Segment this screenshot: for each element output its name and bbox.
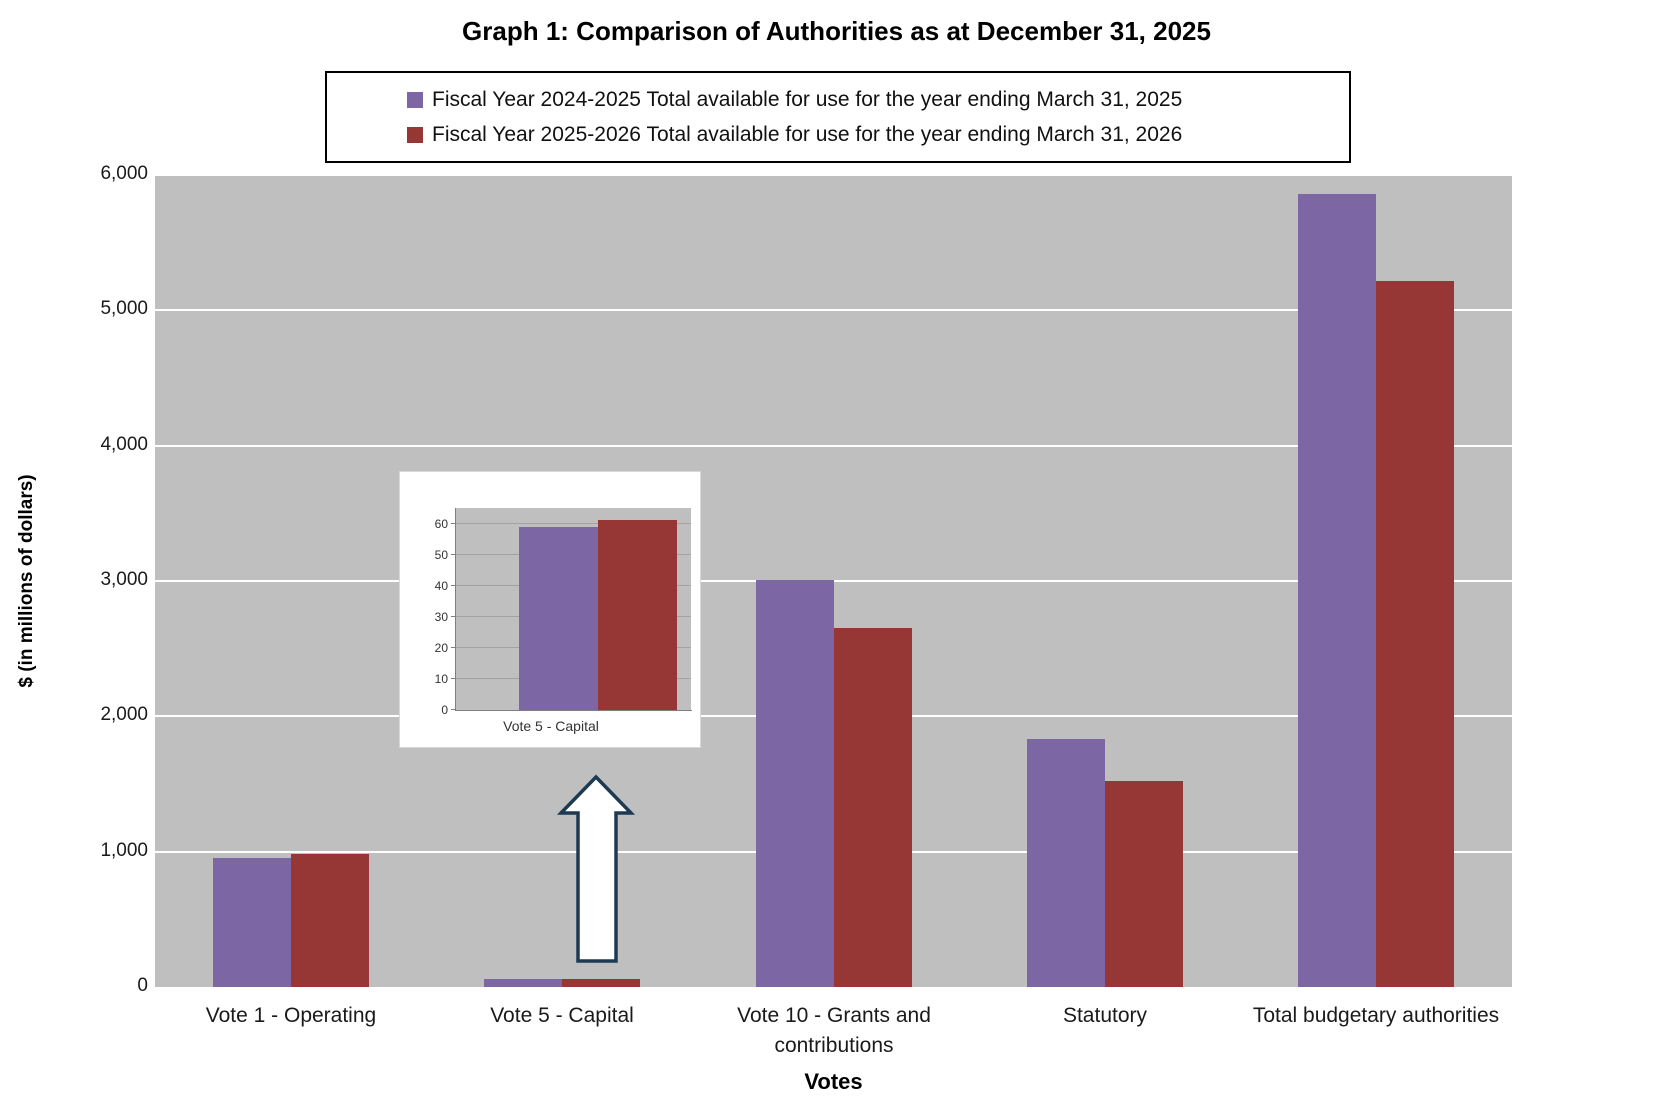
inset-bar-series-1 <box>519 527 598 710</box>
x-tick-label-statutory: Statutory <box>1062 1004 1148 1027</box>
inset-y-tick-label-20: 20 <box>434 640 448 655</box>
inset-y-axis-line <box>455 508 456 710</box>
chart-title: Graph 1: Comparison of Authorities as at… <box>462 16 1211 46</box>
legend-item-fy2025-2026: Fiscal Year 2025-2026 Total available fo… <box>407 123 1349 147</box>
x-tick-label-total-budgetary-authorities: Total budgetary authorities <box>1252 1004 1500 1027</box>
legend-label: Fiscal Year 2024-2025 Total available fo… <box>432 87 1183 111</box>
bar-total-budgetary-authorities-series-1 <box>1298 194 1376 987</box>
plot-area <box>155 174 1512 987</box>
inset-tick-mark-0 <box>451 709 455 710</box>
y-tick-label-2000: 2,000 <box>100 704 148 726</box>
inset-y-tick-label-40: 40 <box>434 578 448 593</box>
purple-legend-swatch-icon <box>407 91 423 108</box>
inset-y-tick-label-60: 60 <box>434 516 448 531</box>
bar-statutory-series-2 <box>1105 781 1183 987</box>
inset-gridline-60 <box>456 522 691 524</box>
x-tick-label-vote-10-grants-and-contributions: Vote 10 - Grants and contributions <box>737 1004 931 1058</box>
legend-label: Fiscal Year 2025-2026 Total available fo… <box>432 122 1183 146</box>
y-tick-label-4000: 4,000 <box>100 433 148 455</box>
gridline-4000 <box>155 444 1512 447</box>
inset-category-label: Vote 5 - Capital <box>503 718 599 734</box>
y-tick-label-3000: 3,000 <box>100 569 148 590</box>
inset-tick-mark-20 <box>451 646 455 648</box>
x-axis-title: Votes <box>804 1069 863 1094</box>
red-legend-swatch-icon <box>407 126 423 143</box>
inset-y-tick-label-30: 30 <box>434 609 448 624</box>
bar-statutory-series-1 <box>1027 739 1105 987</box>
inset-tick-mark-50 <box>451 553 455 555</box>
y-tick-label-1000: 1,000 <box>100 839 148 861</box>
x-tick-label-vote-1-operating: Vote 1 - Operating <box>205 1004 377 1027</box>
bar-vote-1-operating-series-2 <box>291 854 369 987</box>
bar-vote-5-capital-series-2 <box>562 979 640 987</box>
inset-y-tick-label-0: 0 <box>441 703 448 717</box>
bar-vote-10-grants-and-contributions-series-2 <box>834 628 912 987</box>
inset-tick-mark-10 <box>451 677 455 679</box>
inset-chart-vote5-capital: 0 10 20 30 40 50 60 Vote 5 - Capital <box>399 471 701 748</box>
gridline-6000 <box>155 174 1512 176</box>
bar-vote-5-capital-series-1 <box>484 979 562 987</box>
inset-plot-area: 0 10 20 30 40 50 60 <box>435 508 693 717</box>
y-tick-label-5000: 5,000 <box>100 298 148 320</box>
inset-tick-mark-60 <box>451 522 455 524</box>
inset-y-tick-label-50: 50 <box>434 547 448 562</box>
gridline-5000 <box>155 309 1512 312</box>
legend-box: Fiscal Year 2024-2025 Total available fo… <box>325 71 1351 163</box>
y-tick-label-6000: 6,000 <box>100 163 148 184</box>
inset-bar-series-2 <box>598 520 677 710</box>
inset-tick-mark-30 <box>451 615 455 617</box>
bar-vote-10-grants-and-contributions-series-1 <box>756 580 834 987</box>
inset-x-axis-line <box>455 710 693 711</box>
y-axis-title: $ (in millions of dollars) <box>16 474 37 688</box>
y-tick-label-0: 0 <box>137 975 148 996</box>
up-arrow-icon <box>556 774 636 963</box>
x-tick-label-vote-5-capital: Vote 5 - Capital <box>490 1004 634 1027</box>
legend-item-fy2024-2025: Fiscal Year 2024-2025 Total available fo… <box>407 88 1349 112</box>
inset-tick-mark-40 <box>451 584 455 586</box>
bar-total-budgetary-authorities-series-2 <box>1376 281 1454 987</box>
inset-y-tick-label-10: 10 <box>434 671 448 686</box>
bar-vote-1-operating-series-1 <box>213 858 291 987</box>
